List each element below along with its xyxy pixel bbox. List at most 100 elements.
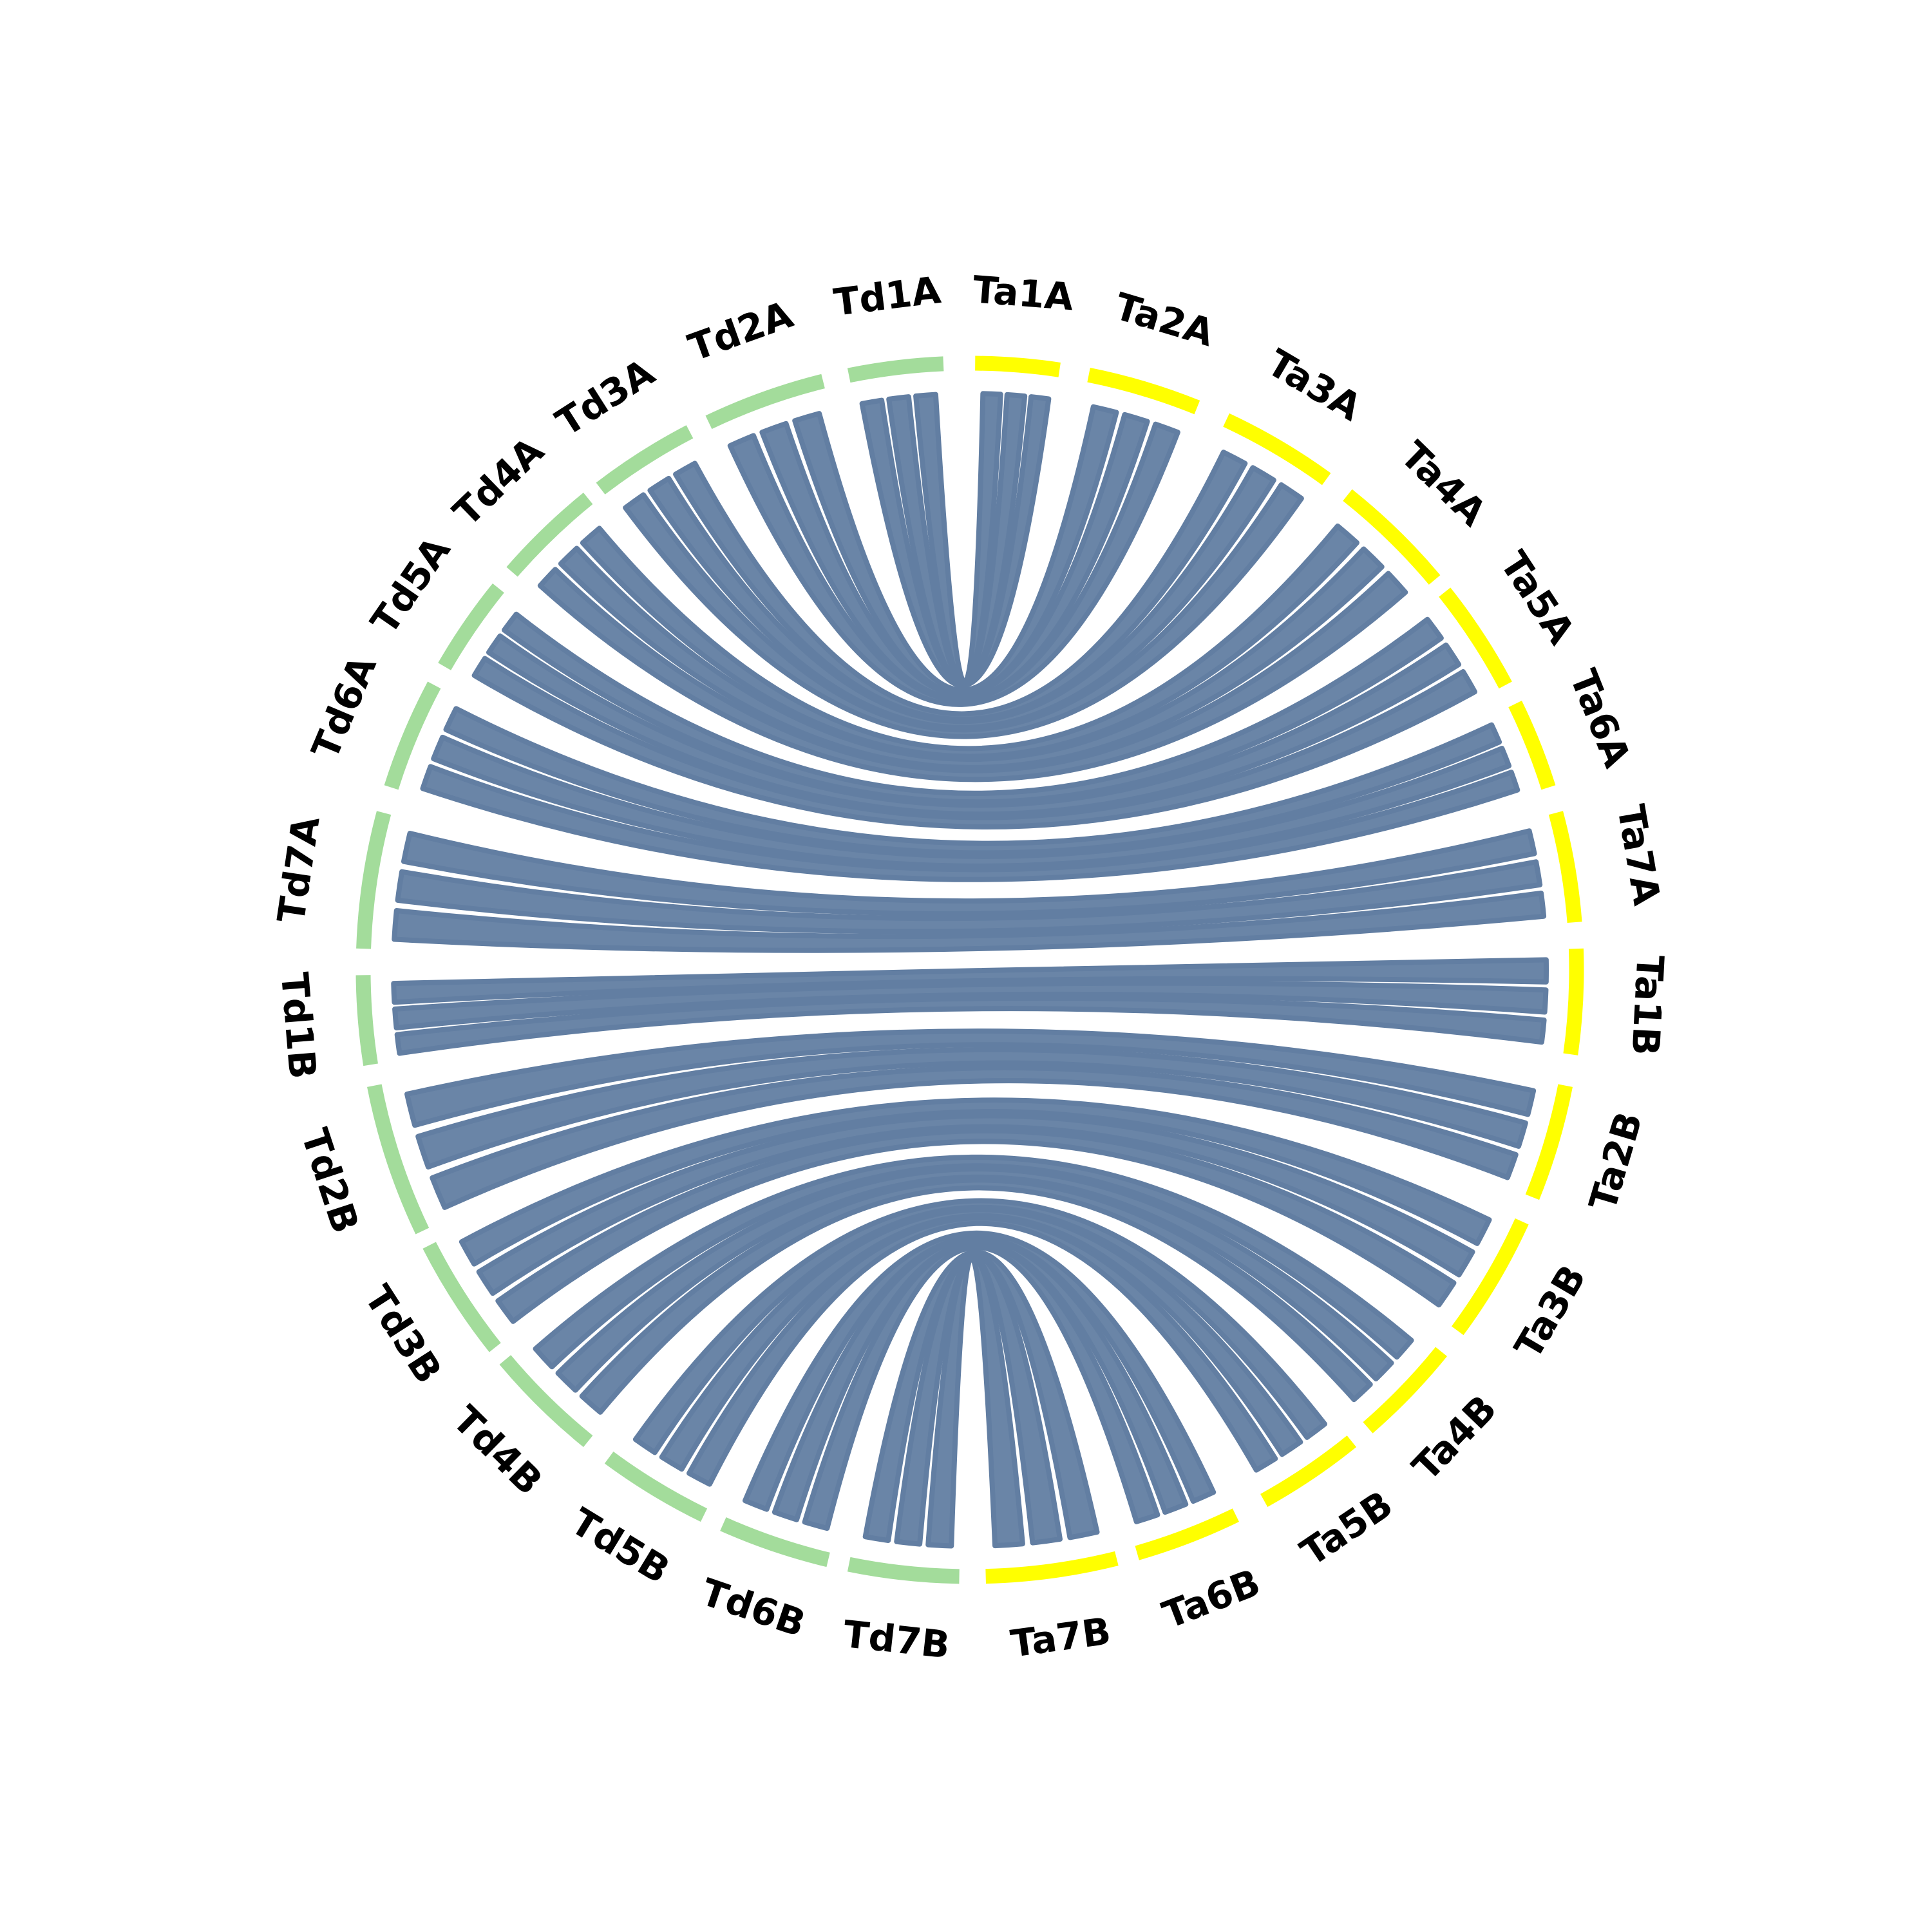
link-ribbon xyxy=(420,764,1520,882)
segment-arc xyxy=(705,374,825,430)
segment-label: Ta2A xyxy=(1110,284,1219,355)
link-ribbon xyxy=(401,828,1537,916)
segment-arc xyxy=(604,1451,708,1522)
segment-arc xyxy=(1223,413,1331,486)
segment-label: Td2B xyxy=(292,1123,367,1238)
segment-arc xyxy=(847,356,944,383)
link-ribbon xyxy=(925,1254,1025,1549)
link-ribbon xyxy=(443,706,1502,856)
link-ribbon xyxy=(647,465,1276,730)
segment-arc xyxy=(422,1242,501,1352)
link-ribbon xyxy=(415,1046,1528,1170)
segment-arc xyxy=(1363,1347,1448,1434)
segment-label: Ta3A xyxy=(1260,341,1368,430)
link-ribbon xyxy=(886,392,1028,687)
segment-label: Ta4B xyxy=(1404,1387,1505,1489)
segment-label: Td1A xyxy=(831,268,943,325)
segment-label: Ta6B xyxy=(1157,1560,1266,1637)
link-ribbon xyxy=(580,523,1359,759)
link-ribbon xyxy=(859,394,1052,688)
link-ribbon xyxy=(391,957,1549,1005)
link-ribbon xyxy=(471,656,1477,829)
segments xyxy=(355,355,1584,1584)
segment-label: Ta1B xyxy=(1623,954,1672,1057)
link-ribbon xyxy=(486,633,1462,817)
segment-label: Td3A xyxy=(548,350,662,445)
link-ribbon xyxy=(862,1249,1100,1543)
segment-label: Ta7B xyxy=(1008,1609,1113,1665)
segment-arc xyxy=(1563,948,1584,1056)
link-ribbon xyxy=(913,391,1003,685)
segment-arc xyxy=(1439,587,1512,689)
segment-arc xyxy=(384,681,441,790)
segment-label: Td1B xyxy=(272,971,325,1081)
segment-arc xyxy=(355,975,378,1066)
link-ribbon xyxy=(430,1065,1519,1210)
segment-label: Ta7A xyxy=(1609,802,1669,909)
segment-label: Ta4A xyxy=(1392,433,1495,535)
segment-label: Ta5A xyxy=(1492,544,1584,652)
link-ribbon xyxy=(395,859,1543,934)
link-ribbon xyxy=(659,1207,1303,1472)
link-ribbon xyxy=(772,1236,1189,1522)
segment-label: Td5B xyxy=(564,1499,677,1592)
link-ribbon xyxy=(792,404,1119,696)
segment-label: Td6B xyxy=(696,1570,811,1646)
segment-arc xyxy=(1135,1508,1239,1560)
link-ribbon xyxy=(476,1113,1475,1296)
segment-arc xyxy=(499,1355,593,1448)
segment-label: Td3B xyxy=(356,1278,451,1391)
link-ribbon xyxy=(727,421,1180,707)
link-ribbon xyxy=(894,1252,1063,1547)
segment-label: Td2A xyxy=(683,292,799,370)
link-ribbon xyxy=(555,1166,1394,1393)
segment-label: Ta1A xyxy=(971,267,1075,319)
segment-label: Td6A xyxy=(303,650,385,766)
link-ribbon xyxy=(673,450,1248,722)
segment-arc xyxy=(438,583,504,670)
segment-arc xyxy=(1087,367,1200,415)
link-ribbon xyxy=(533,1154,1414,1370)
link-ribbon xyxy=(743,1230,1217,1512)
segment-label: Td4B xyxy=(444,1397,551,1504)
segment-label: Td4A xyxy=(444,429,552,535)
segment-label: Ta2B xyxy=(1580,1107,1651,1216)
link-ribbon xyxy=(802,1241,1160,1531)
link-ribbon xyxy=(392,980,1549,1030)
link-ribbon xyxy=(537,567,1408,782)
link-ribbon xyxy=(759,412,1150,701)
segment-arc xyxy=(975,355,1061,377)
segment-arc xyxy=(985,1551,1119,1584)
segment-label: Ta3B xyxy=(1506,1258,1595,1367)
segment-label: Td7A xyxy=(269,813,328,926)
link-ribbon xyxy=(632,1198,1328,1455)
segment-arc xyxy=(367,1084,430,1235)
link-ribbon xyxy=(623,482,1304,739)
link-ribbon xyxy=(502,611,1444,805)
segment-label: Ta5B xyxy=(1293,1482,1400,1575)
segment-label: Td7B xyxy=(841,1612,952,1667)
segment-arc xyxy=(847,1557,960,1584)
segment-label: Td5A xyxy=(362,529,459,642)
segment-arc xyxy=(1508,701,1556,790)
link-ribbon xyxy=(579,1177,1373,1415)
segment-arc xyxy=(1343,489,1441,585)
segment-arc xyxy=(356,811,392,949)
segment-arc xyxy=(596,425,694,495)
segment-arc xyxy=(1260,1435,1357,1507)
link-ribbon xyxy=(431,734,1512,869)
link-ribbon xyxy=(687,1215,1278,1487)
segment-arc xyxy=(1451,1218,1529,1336)
segment-arc xyxy=(1525,1084,1573,1200)
segment-arc xyxy=(720,1517,830,1567)
segment-arc xyxy=(506,492,593,577)
segment-arc xyxy=(1548,811,1582,923)
link-ribbon xyxy=(558,545,1385,770)
link-ribbon xyxy=(392,890,1547,953)
link-ribbon xyxy=(459,1097,1492,1267)
links xyxy=(391,391,1549,1549)
link-ribbon xyxy=(495,1128,1457,1324)
segment-label: Ta6A xyxy=(1561,663,1639,773)
